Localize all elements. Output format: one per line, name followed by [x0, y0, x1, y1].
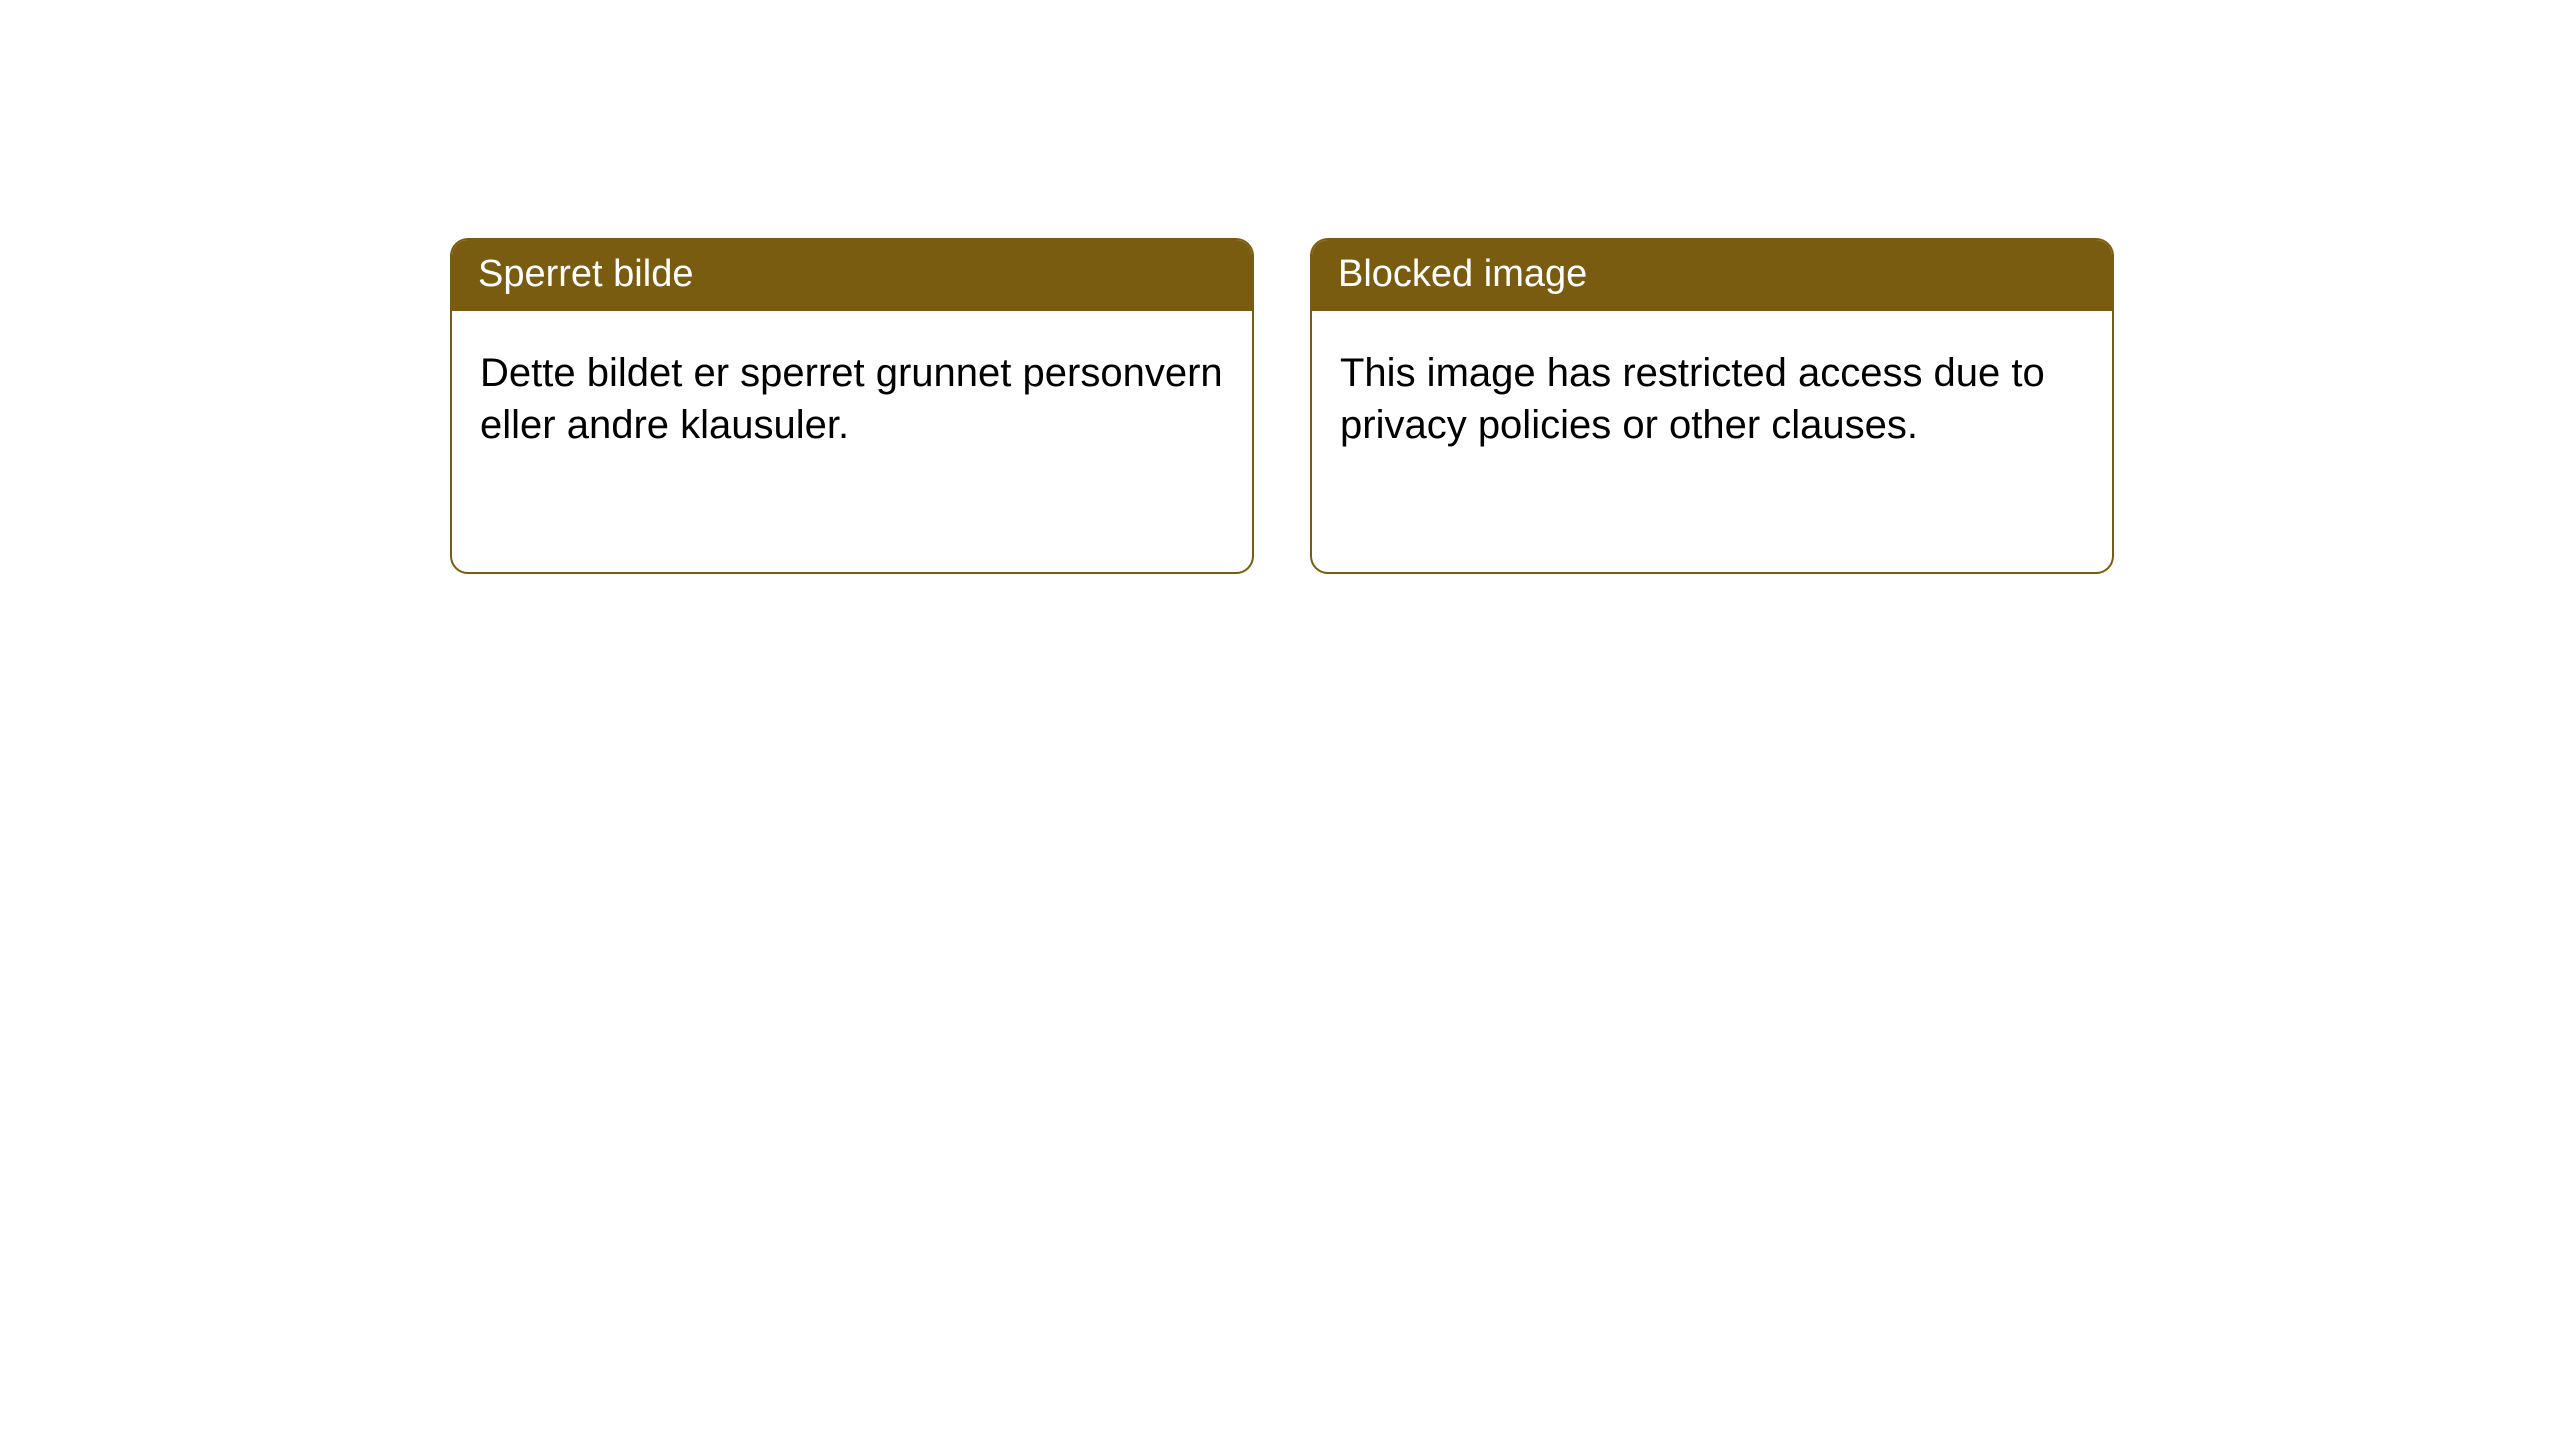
notice-container: Sperret bilde Dette bildet er sperret gr… — [0, 0, 2560, 574]
notice-card-norwegian: Sperret bilde Dette bildet er sperret gr… — [450, 238, 1254, 574]
notice-title: Sperret bilde — [452, 240, 1252, 311]
notice-body: This image has restricted access due to … — [1312, 311, 2112, 479]
notice-card-english: Blocked image This image has restricted … — [1310, 238, 2114, 574]
notice-title: Blocked image — [1312, 240, 2112, 311]
notice-body: Dette bildet er sperret grunnet personve… — [452, 311, 1252, 479]
